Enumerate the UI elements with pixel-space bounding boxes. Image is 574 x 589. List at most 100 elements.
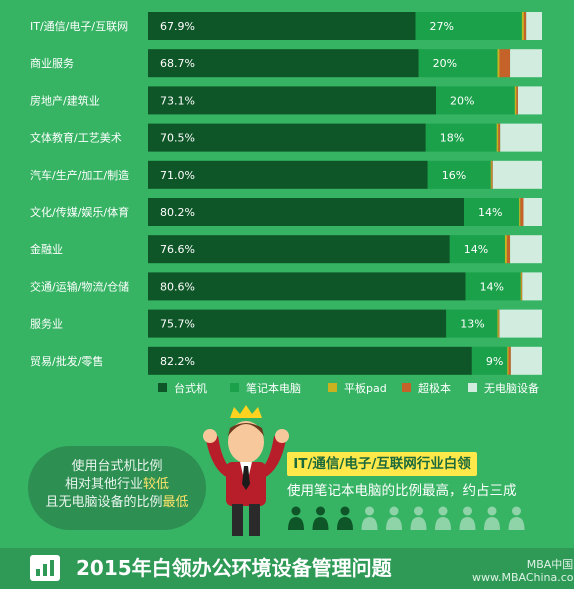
businessman-illustration <box>203 405 289 536</box>
person-icon <box>410 506 427 530</box>
category-label: 贸易/批发/零售 <box>30 354 103 368</box>
bar-row: 贸易/批发/零售 82.2% 9% <box>30 346 542 375</box>
bar-segment <box>497 49 500 78</box>
bubble-line-2: 相对其他行业较低 <box>64 477 170 492</box>
head-shape <box>228 421 264 463</box>
bar-segment <box>500 123 542 152</box>
footer-band <box>0 548 574 589</box>
bar-row: IT/通信/电子/互联网 67.9% 27% <box>30 12 542 40</box>
bubble-line-3: 且无电脑设备的比例最低 <box>45 495 189 510</box>
bar-segment <box>148 86 437 115</box>
legend-swatch <box>402 383 411 392</box>
bar-chart-icon <box>30 555 60 581</box>
bar-segment <box>148 346 472 375</box>
category-label: 商业服务 <box>30 56 74 70</box>
data-label: 82.2% <box>160 355 195 368</box>
bar-segment <box>514 86 517 115</box>
bar-segment <box>498 309 500 338</box>
bar-segment <box>499 309 542 338</box>
bar-row: 汽车/生产/加工/制造 71.0% 16% <box>30 160 542 189</box>
category-label: 汽车/生产/加工/制造 <box>30 168 129 182</box>
bar-segment <box>471 346 508 375</box>
bar-row: 金融业 76.6% 14% <box>30 235 542 264</box>
bar-segment <box>506 235 511 264</box>
category-label: 文化/传媒/娱乐/体育 <box>30 205 129 219</box>
data-label: 14% <box>480 280 504 293</box>
bar-segment <box>465 272 521 301</box>
bar-segment <box>148 198 464 226</box>
bar-segment <box>490 160 492 189</box>
legend-label: 无电脑设备 <box>484 381 539 395</box>
bar-row: 房地产/建筑业 73.1% 20% <box>30 86 542 115</box>
bar-segment <box>497 309 499 338</box>
bar-segment <box>491 160 493 189</box>
bar-row: 商业服务 68.7% 20% <box>30 49 542 78</box>
left-speech-bubble: 使用台式机比例 相对其他行业较低 且无电脑设备的比例最低 <box>28 446 206 530</box>
category-label: IT/通信/电子/互联网 <box>30 20 128 33</box>
data-label: 73.1% <box>160 94 195 107</box>
people-icon-row <box>288 506 525 530</box>
crown-icon <box>230 405 262 418</box>
legend-label: 笔记本电脑 <box>246 381 301 395</box>
bar-segment <box>148 235 450 264</box>
bar-segment <box>523 198 542 226</box>
category-label: 交通/运输/物流/仓储 <box>30 279 129 293</box>
legend-item: 台式机 <box>158 381 207 395</box>
legend-swatch <box>468 383 477 392</box>
category-label: 房地产/建筑业 <box>30 93 100 107</box>
bar-segment <box>415 12 522 40</box>
bar-segment <box>427 160 491 189</box>
bar-segment <box>521 12 524 40</box>
bar-segment <box>492 160 542 189</box>
data-label: 16% <box>442 169 466 182</box>
bubble-line-1: 使用台式机比例 <box>71 459 163 474</box>
bar-segment <box>526 12 542 40</box>
category-label: 金融业 <box>30 242 63 256</box>
legend-item: 笔记本电脑 <box>230 381 301 395</box>
legend-label: 台式机 <box>174 381 207 395</box>
data-label: 14% <box>478 206 502 219</box>
industry-tag: IT/通信/电子/互联网行业白领 <box>287 452 477 476</box>
legend-item: 平板pad <box>328 381 387 395</box>
data-label: 71.0% <box>160 169 195 182</box>
bar-segment <box>520 272 522 301</box>
data-label: 70.5% <box>160 132 195 145</box>
bar-segment <box>148 49 419 78</box>
legend-item: 超极本 <box>402 381 451 395</box>
data-label: 14% <box>464 243 488 256</box>
bar-segment <box>446 309 498 338</box>
bar-segment <box>463 198 520 226</box>
bar-segment <box>510 346 542 375</box>
bar-segment <box>522 272 542 301</box>
bar-segment <box>499 49 511 78</box>
legend-swatch <box>230 383 239 392</box>
bar-segment <box>496 123 499 152</box>
bar-segment <box>508 346 511 375</box>
bar-segment <box>436 86 515 115</box>
data-label: 80.2% <box>160 206 195 219</box>
bar-segment <box>498 123 501 152</box>
bar-segment <box>449 235 505 264</box>
legend-label: 平板pad <box>344 381 387 395</box>
person-icon <box>435 506 451 530</box>
bar-segment <box>521 272 523 301</box>
data-label: 27% <box>430 20 454 33</box>
bar-segment <box>148 123 426 152</box>
person-icon <box>508 506 525 530</box>
person-icon <box>288 506 304 530</box>
data-label: 76.6% <box>160 243 195 256</box>
conclusion-text: 使用笔记本电脑的比例最高，约占三成 <box>287 483 517 499</box>
person-icon <box>386 506 402 530</box>
data-label: 9% <box>486 355 503 368</box>
bar-segment <box>148 160 428 189</box>
data-label: 13% <box>460 318 484 331</box>
bar-row: 文化/传媒/娱乐/体育 80.2% 14% <box>30 198 542 226</box>
bar-segment <box>507 346 509 375</box>
footer-title: 2015年白领办公环境设备管理问题 <box>76 556 392 580</box>
bar-segment <box>510 235 542 264</box>
bar-segment <box>517 86 542 115</box>
bar-segment <box>510 49 542 78</box>
legend-swatch <box>158 383 167 392</box>
bar-segment <box>418 49 498 78</box>
legend-item: 无电脑设备 <box>468 381 539 395</box>
